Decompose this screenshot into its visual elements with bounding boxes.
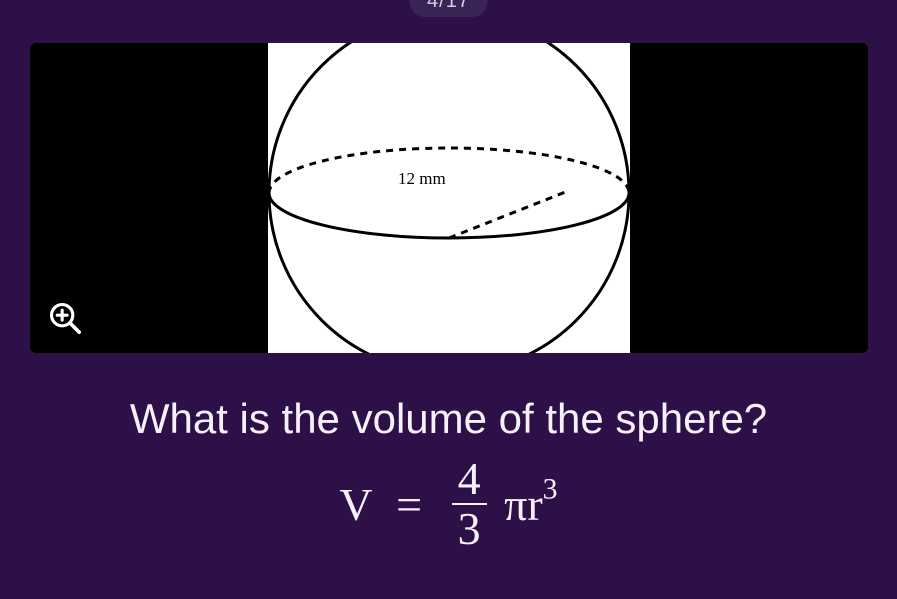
formula-exponent: 3 [543,473,558,506]
question-image-area: 12 mm [30,43,868,353]
formula-lhs: V [339,479,372,530]
zoom-in-icon [48,301,82,335]
progress-indicator: 4/17 [409,0,488,17]
sphere-svg [268,43,630,353]
formula-equals: = [396,479,422,530]
formula-numerator: 4 [452,455,487,505]
formula-denominator: 3 [452,505,487,553]
volume-formula: V = 4 3 πr3 [0,455,897,554]
sphere-diagram: 12 mm [268,43,630,353]
formula-pi: π [504,479,527,530]
formula-variable: r [527,479,542,530]
zoom-in-button[interactable] [48,301,82,335]
formula-fraction: 4 3 [452,455,487,554]
question-text: What is the volume of the sphere? [0,395,897,443]
progress-label: 4/17 [427,0,470,12]
radius-label: 12 mm [398,169,446,189]
